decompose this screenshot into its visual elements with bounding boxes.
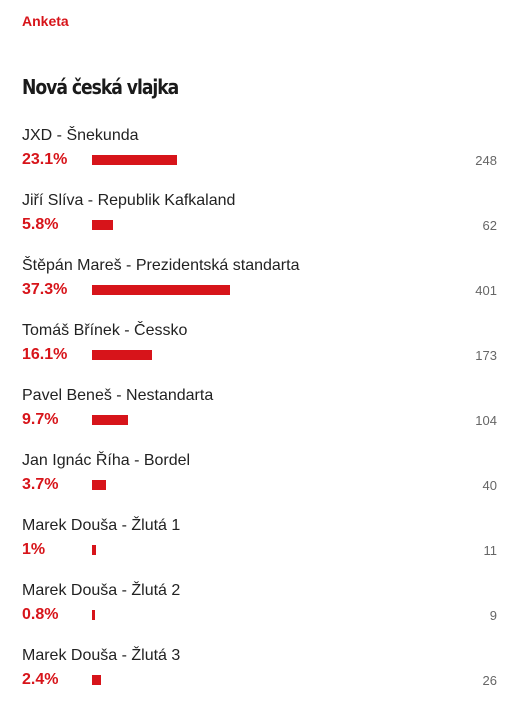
option-label: Marek Douša - Žlutá 3 [22, 647, 181, 664]
poll-option[interactable]: Marek Douša - Žlutá 2 0.8% 9 [22, 581, 497, 646]
option-bar [92, 675, 101, 685]
option-percent: 0.8% [22, 606, 59, 623]
option-votes: 104 [475, 413, 497, 428]
poll-options-list: JXD - Šnekunda 23.1% 248 Jiří Slíva - Re… [22, 126, 497, 711]
option-percent: 16.1% [22, 346, 68, 363]
option-bar [92, 415, 128, 425]
poll-option[interactable]: Tomáš Břínek - Čessko 16.1% 173 [22, 321, 497, 386]
option-bar-track [92, 220, 462, 230]
option-bar [92, 220, 113, 230]
option-bar [92, 350, 152, 360]
option-label: Tomáš Břínek - Čessko [22, 322, 188, 339]
option-bar-track [92, 675, 462, 685]
option-votes: 11 [483, 543, 498, 558]
option-percent: 5.8% [22, 216, 59, 233]
option-bar [92, 545, 96, 555]
option-bar-track [92, 545, 462, 555]
option-label: Jiří Slíva - Republik Kafkaland [22, 192, 236, 209]
option-bar [92, 610, 95, 620]
option-percent: 9.7% [22, 411, 59, 428]
option-label: Marek Douša - Žlutá 1 [22, 517, 181, 534]
option-percent: 2.4% [22, 671, 59, 688]
poll-kicker: Anketa [22, 13, 69, 29]
poll-title: Nová česká vlajka [22, 75, 179, 99]
option-votes: 26 [482, 673, 497, 688]
poll-option[interactable]: Štěpán Mareš - Prezidentská standarta 37… [22, 256, 497, 321]
option-bar-track [92, 610, 462, 620]
option-bar-track [92, 480, 462, 490]
poll-option[interactable]: Marek Douša - Žlutá 1 1% 11 [22, 516, 497, 581]
option-bar-track [92, 350, 462, 360]
option-bar-track [92, 285, 462, 295]
option-label: Štěpán Mareš - Prezidentská standarta [22, 257, 300, 274]
option-label: Pavel Beneš - Nestandarta [22, 387, 214, 404]
option-percent: 37.3% [22, 281, 68, 298]
option-label: Jan Ignác Říha - Bordel [22, 452, 191, 469]
poll-option[interactable]: JXD - Šnekunda 23.1% 248 [22, 126, 497, 191]
poll-option[interactable]: Marek Douša - Žlutá 3 2.4% 26 [22, 646, 497, 711]
option-label: Marek Douša - Žlutá 2 [22, 582, 181, 599]
option-votes: 40 [482, 478, 497, 493]
option-percent: 3.7% [22, 476, 59, 493]
option-bar [92, 155, 177, 165]
option-votes: 173 [475, 348, 497, 363]
poll-widget: Anketa Nová česká vlajka JXD - Šnekunda … [22, 12, 497, 711]
option-votes: 62 [482, 218, 497, 233]
option-votes: 248 [475, 153, 497, 168]
poll-option[interactable]: Pavel Beneš - Nestandarta 9.7% 104 [22, 386, 497, 451]
option-percent: 23.1% [22, 151, 68, 168]
poll-option[interactable]: Jan Ignác Říha - Bordel 3.7% 40 [22, 451, 497, 516]
option-bar-track [92, 155, 462, 165]
option-votes: 9 [489, 608, 497, 623]
option-bar [92, 285, 230, 295]
option-bar-track [92, 415, 462, 425]
option-label: JXD - Šnekunda [22, 127, 139, 144]
poll-option[interactable]: Jiří Slíva - Republik Kafkaland 5.8% 62 [22, 191, 497, 256]
option-bar [92, 480, 106, 490]
option-votes: 401 [475, 283, 497, 298]
option-percent: 1% [22, 541, 46, 558]
